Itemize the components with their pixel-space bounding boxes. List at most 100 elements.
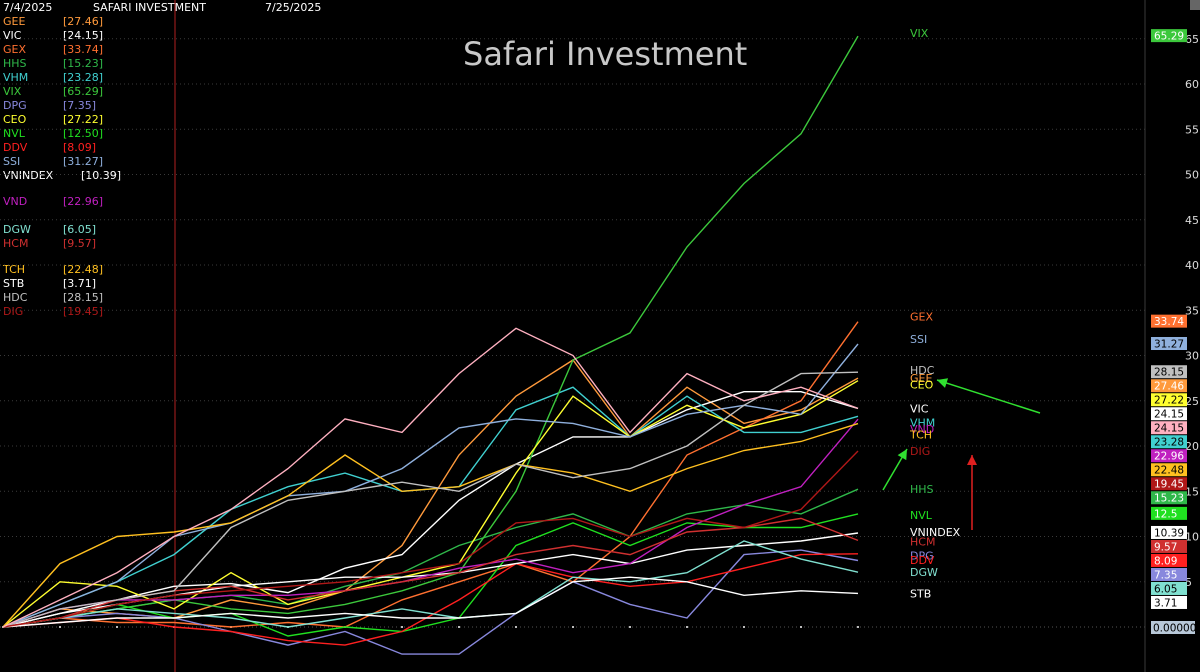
value-badge-label: 6.05 xyxy=(1154,583,1177,595)
legend-value: [8.09] xyxy=(63,141,97,154)
line-end-label-ssi: SSI xyxy=(910,333,927,346)
line-end-label-hhs: HHS xyxy=(910,483,934,496)
end-date: 7/25/2025 xyxy=(265,1,322,14)
legend-item-vhm: VHM [23.28] xyxy=(3,71,103,84)
legend-value: [7.35] xyxy=(63,99,97,112)
line-end-label-vhm: VHM xyxy=(910,416,935,429)
value-badge xyxy=(1151,581,1187,595)
line-end-label-vnindex: VNINDEX xyxy=(910,526,961,539)
value-badge-label: 24.15 xyxy=(1154,409,1184,421)
series-line-stb xyxy=(2,576,859,628)
value-badge-label: 22.48 xyxy=(1154,465,1184,477)
legend-item-hcm: HCM [9.57] xyxy=(3,237,96,250)
series-line-vix xyxy=(2,35,859,628)
legend-item-gee: GEE [27.46] xyxy=(3,15,103,28)
legend-value: [27.46] xyxy=(63,15,104,28)
legend-value: [12.50] xyxy=(63,127,104,140)
legend-item-vnd: VND [22.96] xyxy=(3,195,103,208)
legend-value: [65.29] xyxy=(63,85,104,98)
value-badge-label: 10.39 xyxy=(1154,527,1184,539)
x-tick-mark xyxy=(686,626,688,628)
legend-item-hdc: HDC [28.15] xyxy=(3,291,103,304)
legend-name: STB xyxy=(3,277,25,290)
line-end-label-nvl: NVL xyxy=(910,509,933,522)
legend-item-ddv: DDV [8.09] xyxy=(3,141,96,154)
line-end-label-dpg: DPG xyxy=(910,549,934,562)
y-tick-label: 55 xyxy=(1185,123,1199,136)
legend-item-vnindex: VNINDEX [10.39] xyxy=(3,169,121,182)
series-line-unnamed xyxy=(2,327,859,628)
annotation-arrow-ceo-head xyxy=(937,378,949,388)
legend-name: HHS xyxy=(3,57,27,70)
value-badge xyxy=(1151,337,1187,351)
legend-item-tch: TCH [22.48] xyxy=(3,263,103,276)
value-badge-label: 12.5 xyxy=(1154,508,1177,520)
value-badge xyxy=(1151,539,1187,553)
baseline-badge xyxy=(1151,621,1195,634)
y-tick-label: 10 xyxy=(1185,531,1199,544)
legend-value: [22.48] xyxy=(63,263,104,276)
legend-value: [27.22] xyxy=(63,113,104,126)
y-tick-label: 60 xyxy=(1185,78,1199,91)
line-end-label-vix: VIX xyxy=(910,27,929,40)
value-badge-label: 19.45 xyxy=(1154,479,1184,491)
x-tick-mark xyxy=(572,626,574,628)
window-corner-button[interactable] xyxy=(1190,0,1200,10)
legend-name: DPG xyxy=(3,99,27,112)
series-line-ceo xyxy=(2,380,859,628)
x-tick-mark xyxy=(59,626,61,628)
legend-item-dgw: DGW [6.05] xyxy=(3,223,96,236)
value-badge xyxy=(1151,463,1187,477)
annotation-arrow-ceo xyxy=(936,379,1041,414)
value-badge xyxy=(1151,435,1187,449)
value-badge-label: 33.74 xyxy=(1154,316,1184,328)
legend-name: VND xyxy=(3,195,28,208)
legend-item-gex: GEX [33.74] xyxy=(3,43,103,56)
value-badge-label: 24.15 xyxy=(1154,423,1184,435)
series-line-hdc xyxy=(2,371,859,628)
legend-item-dpg: DPG [7.35] xyxy=(3,99,96,112)
legend-name: HDC xyxy=(3,291,28,304)
y-tick-label: 20 xyxy=(1185,440,1199,453)
legend-item-ceo: CEO [27.22] xyxy=(3,113,103,126)
legend-name: GEX xyxy=(3,43,27,56)
value-badge-label: 27.46 xyxy=(1154,381,1184,393)
x-tick-mark xyxy=(515,626,517,628)
series-line-dgw xyxy=(2,540,859,628)
legend-name: VIX xyxy=(3,85,22,98)
line-end-label-gee: GEE xyxy=(910,372,932,385)
legend-value: [23.28] xyxy=(63,71,104,84)
legend-value: [10.39] xyxy=(81,169,122,182)
value-badge xyxy=(1151,449,1187,463)
value-badge xyxy=(1151,393,1187,407)
annotation-arrow-dig-head xyxy=(897,449,907,461)
legend-name: CEO xyxy=(3,113,27,126)
y-tick-label: 35 xyxy=(1185,304,1199,317)
annotation-arrow-red-head xyxy=(967,455,977,465)
y-tick-label: 5 xyxy=(1185,576,1192,589)
value-badge xyxy=(1151,595,1187,609)
legend-name: DDV xyxy=(3,141,28,154)
chart-title: Safari Investment xyxy=(463,35,748,73)
value-badge-label: 3.71 xyxy=(1154,597,1177,609)
series-line-dig xyxy=(2,450,859,628)
value-badge-label: 28.15 xyxy=(1154,367,1184,379)
legend-name: VHM xyxy=(3,71,29,84)
baseline-badge-label: 0.00000 xyxy=(1153,623,1196,635)
legend-name: NVL xyxy=(3,127,25,140)
value-badge xyxy=(1151,365,1187,379)
legend-name: VNINDEX xyxy=(3,169,54,182)
line-end-label-hdc: HDC xyxy=(910,364,935,377)
line-end-label-vic: VIC xyxy=(910,402,929,415)
legend-name: DGW xyxy=(3,223,31,236)
value-badge xyxy=(1151,567,1187,581)
value-badge-label: 7.35 xyxy=(1154,569,1177,581)
legend-value: [28.15] xyxy=(63,291,104,304)
legend-value: [31.27] xyxy=(63,155,104,168)
series-line-gee xyxy=(2,359,859,628)
value-badge xyxy=(1151,491,1187,505)
x-tick-mark xyxy=(743,626,745,628)
line-end-label-ddv: DDV xyxy=(910,554,935,567)
legend-item-hhs: HHS [15.23] xyxy=(3,57,103,70)
